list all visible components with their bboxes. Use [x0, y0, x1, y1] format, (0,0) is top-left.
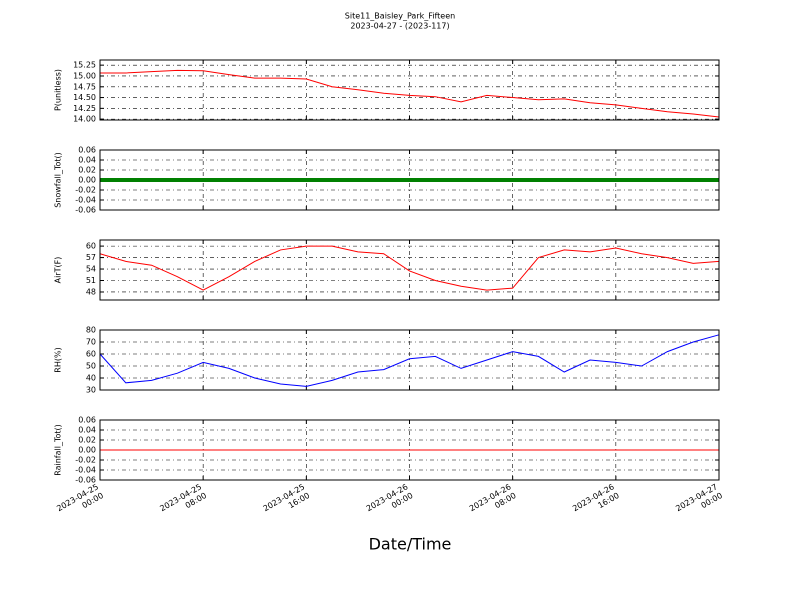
- plot-frame: [99, 149, 720, 211]
- y-tick-label: 51: [86, 276, 96, 285]
- y-tick-label: 70: [86, 338, 96, 347]
- y-tick-label: 57: [86, 253, 96, 262]
- data-line: [100, 69, 720, 118]
- y-tick-label: 40: [86, 374, 96, 383]
- plot-frame: [99, 329, 720, 391]
- y-axis-label: AirT(F): [54, 257, 63, 284]
- y-tick-label: -0.02: [75, 456, 96, 465]
- y-tick-label: 14.50: [73, 93, 96, 102]
- plot-frame: [99, 419, 720, 481]
- y-tick-label: -0.06: [75, 206, 96, 215]
- y-tick-label: 14.00: [73, 115, 96, 124]
- y-tick-label: -0.04: [75, 196, 96, 205]
- x-axis-label: Date/Time: [369, 535, 452, 554]
- y-tick-label: 0.04: [78, 156, 96, 165]
- y-tick-label: 0.00: [78, 176, 96, 185]
- y-axis-label: RH(%): [54, 347, 63, 372]
- y-tick-label: 0.04: [78, 426, 96, 435]
- y-axis-label: P(unitless): [54, 69, 63, 111]
- y-tick-label: 60: [86, 242, 96, 251]
- figure-title: Site11_Baisley_Park_Fifteen: [345, 12, 455, 21]
- y-tick-label: 0.02: [78, 436, 96, 445]
- plot-frame: [99, 59, 720, 121]
- y-tick-label: -0.02: [75, 186, 96, 195]
- y-tick-label: 0.00: [78, 446, 96, 455]
- y-tick-label: 30: [86, 386, 96, 395]
- y-tick-label: 0.06: [78, 146, 96, 155]
- y-tick-label: 14.25: [73, 104, 96, 113]
- plot-frame: [99, 239, 720, 301]
- data-line: [99, 334, 720, 387]
- y-axis-label: Rainfall_Tot(): [54, 424, 63, 476]
- y-tick-label: -0.04: [75, 466, 96, 475]
- y-tick-label: 0.02: [78, 166, 96, 175]
- y-tick-label: 14.75: [73, 82, 96, 91]
- figure-subtitle: 2023-04-27 - (2023-117): [350, 22, 449, 31]
- data-line: [99, 245, 720, 291]
- y-tick-label: 60: [86, 350, 96, 359]
- y-axis-label: Snowfall_Tot(): [54, 152, 63, 208]
- y-tick-label: 0.06: [78, 416, 96, 425]
- y-tick-label: 15.00: [73, 71, 96, 80]
- y-tick-label: 80: [86, 326, 96, 335]
- y-tick-label: -0.06: [75, 476, 96, 485]
- y-tick-label: 15.25: [73, 61, 96, 70]
- y-tick-label: 50: [86, 362, 96, 371]
- y-tick-label: 54: [86, 265, 96, 274]
- y-tick-label: 48: [86, 287, 96, 296]
